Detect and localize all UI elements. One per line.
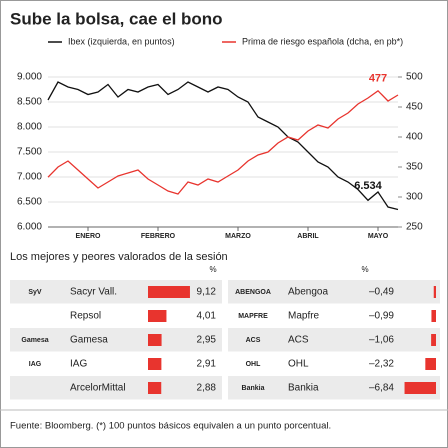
x-tick-label: FEBRERO xyxy=(141,233,176,240)
annotation: 477 xyxy=(369,73,387,85)
value-label: –0,99 xyxy=(369,311,394,322)
y2-tick-label: 400 xyxy=(406,132,423,143)
logo: Bankia xyxy=(242,385,265,392)
legend-label: Ibex (izquierda, en puntos) xyxy=(68,36,175,46)
company-name: Mapfre xyxy=(288,311,320,322)
company-name: Gamesa xyxy=(70,335,108,346)
company-name: ACS xyxy=(288,335,309,346)
chart-title: Sube la bolsa, cae el bono xyxy=(10,9,223,28)
company-name: IAG xyxy=(70,359,87,370)
line-series xyxy=(47,81,399,211)
company-name: Sacyr Vall. xyxy=(70,287,117,298)
value-bar xyxy=(425,358,436,370)
legend-label: Prima de riesgo española (dcha, en pb*) xyxy=(242,36,403,46)
y2-tick-label: 250 xyxy=(406,222,423,233)
x-tick-label: ENERO xyxy=(76,233,101,240)
y2-tick-label: 350 xyxy=(406,162,423,173)
value-bar xyxy=(148,286,190,298)
logo: MAPFRE xyxy=(238,313,268,320)
value-label: –1,06 xyxy=(369,335,394,346)
value-label: 9,12 xyxy=(197,287,217,298)
company-name: OHL xyxy=(288,359,309,370)
value-label: –0,49 xyxy=(369,287,394,298)
logo: OHL xyxy=(246,361,262,368)
y2-tick-label: 500 xyxy=(406,72,423,83)
y-tick-label: 6.500 xyxy=(17,197,42,208)
x-tick-label: MAYO xyxy=(368,233,389,240)
value-bar xyxy=(148,382,162,394)
value-bar xyxy=(431,334,436,346)
row-band xyxy=(228,280,440,304)
value-bar xyxy=(148,334,162,346)
value-bar xyxy=(404,382,436,394)
value-bar xyxy=(148,358,162,370)
y2-tick-label: 450 xyxy=(406,102,423,113)
y-tick-label: 6.000 xyxy=(17,222,42,233)
company-name: Abengoa xyxy=(288,287,328,298)
value-bar xyxy=(148,310,167,322)
logo: Gamesa xyxy=(21,337,48,344)
row-band xyxy=(10,376,222,400)
y2-tick-label: 300 xyxy=(406,192,423,203)
y-tick-label: 9.000 xyxy=(17,72,42,83)
company-name: Repsol xyxy=(70,311,101,322)
row-band xyxy=(228,328,440,352)
table-title: Los mejores y peores valorados de la ses… xyxy=(10,251,228,263)
footer: Fuente: Bloomberg. (*) 100 puntos básico… xyxy=(10,421,331,432)
line-series xyxy=(47,89,399,195)
company-name: ArcelorMittal xyxy=(70,383,126,394)
value-label: 2,95 xyxy=(197,335,217,346)
logo: IAG xyxy=(29,361,42,368)
company-name: Bankia xyxy=(288,383,319,394)
y-tick-label: 7.000 xyxy=(17,172,42,183)
y-tick-label: 8.500 xyxy=(17,97,42,108)
unit-label: % xyxy=(361,265,368,274)
row-band xyxy=(10,328,222,352)
value-label: 4,01 xyxy=(197,311,217,322)
y-tick-label: 8.000 xyxy=(17,122,42,133)
value-label: 2,88 xyxy=(197,383,217,394)
value-label: –2,32 xyxy=(369,359,394,370)
y-tick-label: 7.500 xyxy=(17,147,42,158)
x-tick-label: ABRIL xyxy=(297,233,319,240)
value-label: 2,91 xyxy=(197,359,217,370)
unit-label: % xyxy=(209,265,216,274)
value-label: –6,84 xyxy=(369,383,394,394)
logo: ABENGOA xyxy=(235,289,271,296)
value-bar xyxy=(433,286,436,298)
logo: SyV xyxy=(28,289,42,296)
logo: ACS xyxy=(246,337,261,344)
x-tick-label: MARZO xyxy=(225,233,251,240)
value-bar xyxy=(431,310,436,322)
annotation: 6.534 xyxy=(354,180,382,192)
